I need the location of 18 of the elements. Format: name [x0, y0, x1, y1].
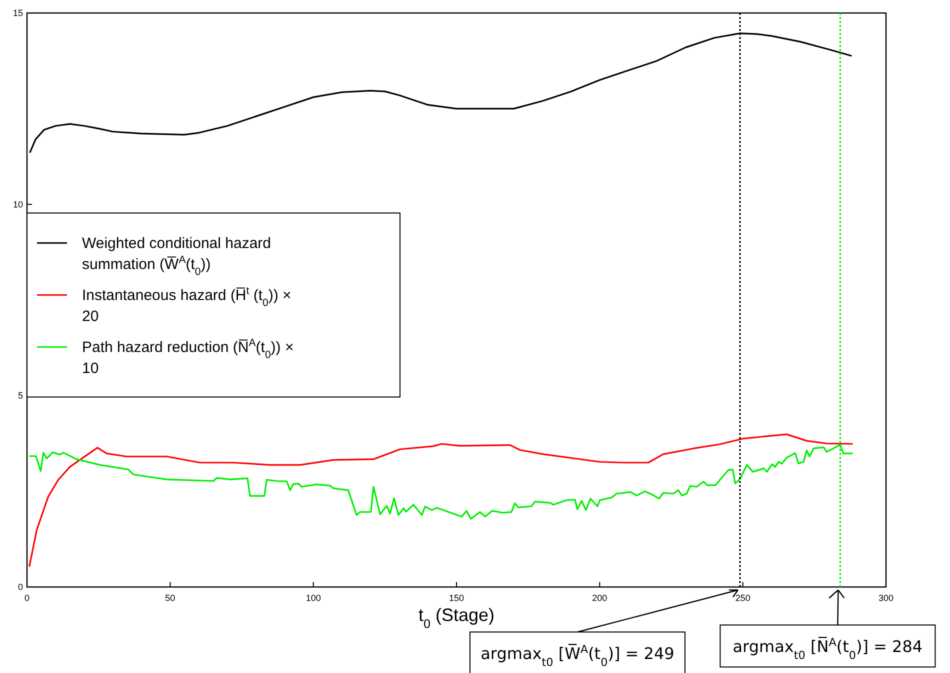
legend-label: Weighted conditional hazard summation (W̅$^{A}$(t$_{0}$)): [82, 235, 272, 278]
y-tick-label: 0: [18, 582, 23, 592]
line-series: [28, 434, 854, 568]
text: Path hazard reduction (N̅$^{A}$(t$_{0}$)) × 10: [82, 337, 294, 377]
text: Instantaneous hazard (H̅$^{t}$ (t$_{0}$)) × 20: [82, 285, 292, 325]
y-tick-label: 5: [18, 390, 23, 401]
ref-line-label: argmax$_{t0}$ [W̅$^{A}$(t$_{0}$)] = 249: [480, 642, 674, 668]
x-tick-label: 300: [878, 593, 894, 603]
x-tick-label: 0: [24, 593, 30, 603]
x-tick-label: 100: [306, 593, 321, 603]
x-tick-label: 200: [592, 593, 608, 603]
y-tick-label: 15: [12, 8, 23, 18]
x-axis-title: t$_{0}$ (Stage): [418, 605, 495, 631]
ref-line-label: argmax$_{t0}$ [N̅$^{A}$(t$_{0}$)] = 284: [732, 636, 923, 662]
x-tick-label: 50: [165, 593, 176, 603]
x-tick-label: 250: [735, 593, 750, 603]
x-tick-label: 150: [448, 593, 464, 603]
y-tick-label: 10: [12, 199, 23, 210]
